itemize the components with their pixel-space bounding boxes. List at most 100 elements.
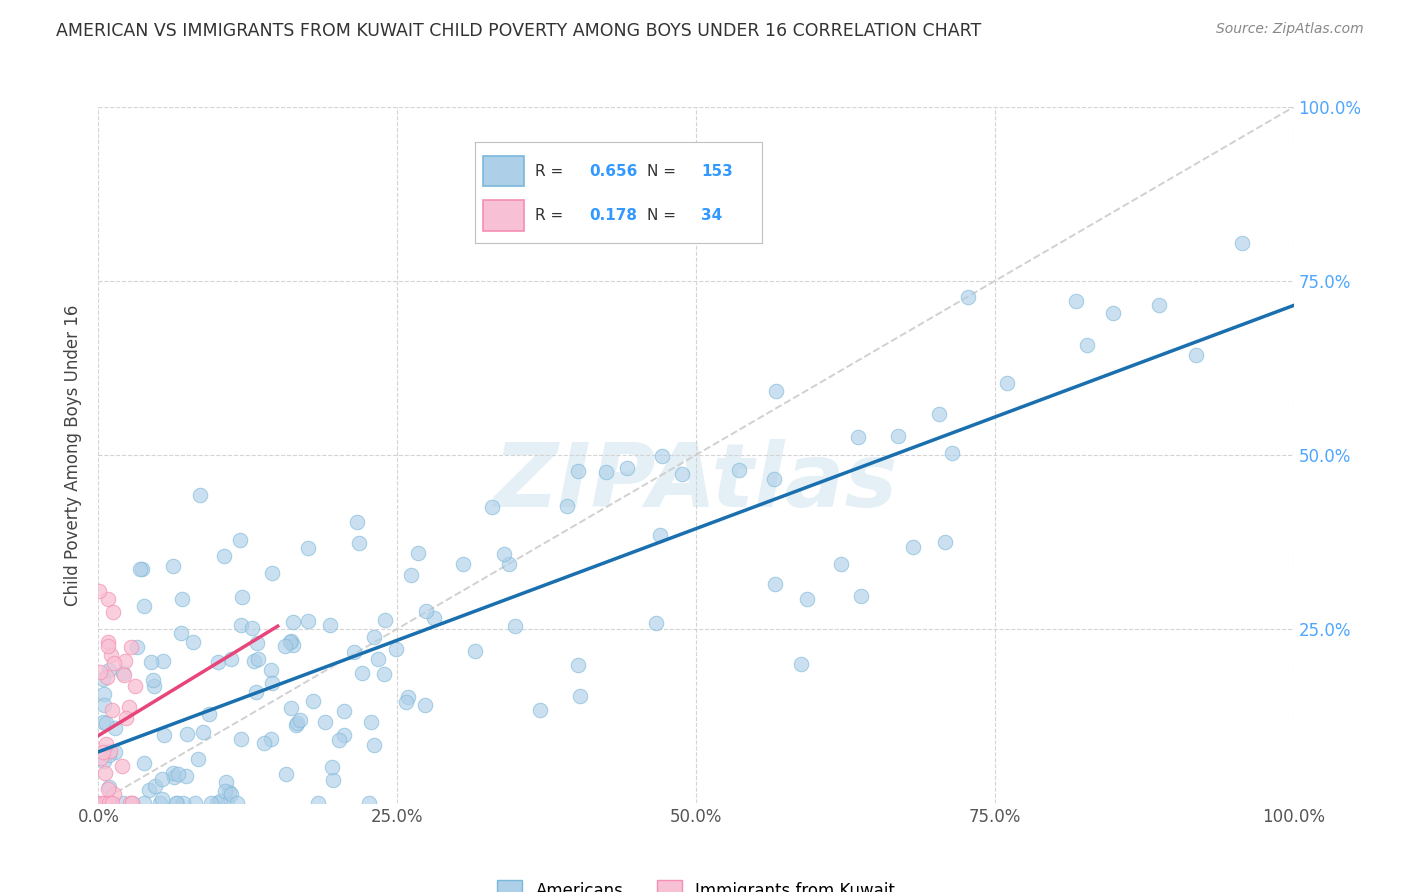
Point [492,548,515,562]
Point [97,639,120,653]
Point [374,613,396,627]
Point [170,591,193,606]
Point [274,767,297,781]
Point [94,715,117,730]
Text: Source: ZipAtlas.com: Source: ZipAtlas.com [1216,22,1364,37]
Point [399,567,422,582]
Point [218,784,240,798]
Point [115,711,138,725]
Point [94,737,117,751]
Point [285,718,308,732]
Point [118,796,141,810]
Point [93,698,115,712]
Point [207,796,229,810]
Point [124,679,146,693]
Y-axis label: Child Poverty Among Boys Under 16: Child Poverty Among Boys Under 16 [65,304,83,606]
Point [150,792,173,806]
Point [648,528,671,542]
Point [322,772,344,787]
Point [111,796,134,810]
Point [941,446,963,460]
Point [1064,293,1087,308]
Point [93,714,115,729]
Point [360,715,382,730]
Point [498,558,520,572]
Point [183,635,205,649]
Point [229,533,252,547]
Point [200,796,222,810]
Point [142,673,165,687]
Point [163,771,186,785]
Point [349,535,371,549]
Point [290,713,312,727]
Point [415,604,437,618]
Point [790,657,813,671]
Point [934,534,956,549]
Point [644,615,666,630]
Point [1076,338,1098,352]
Point [595,465,617,479]
Point [406,546,429,560]
Point [176,726,198,740]
Point [100,648,122,662]
Point [166,796,188,810]
Point [395,694,418,708]
Point [555,499,578,513]
Point [152,654,174,668]
Point [167,766,190,780]
Point [243,654,266,668]
Point [503,619,526,633]
Point [187,752,209,766]
Point [259,663,281,677]
Point [849,589,872,603]
Point [121,796,143,810]
Point [346,515,368,529]
Point [231,590,253,604]
Point [373,666,395,681]
Point [162,559,184,574]
Point [396,690,419,705]
Point [763,472,786,486]
Point [415,698,437,712]
Point [214,549,236,563]
Point [796,592,818,607]
Point [247,652,270,666]
Point [363,630,385,644]
Point [198,706,221,721]
Point [131,561,153,575]
Point [98,780,121,794]
Point [89,665,111,679]
Point [112,668,135,682]
Point [93,754,115,768]
Point [278,635,301,649]
Point [727,463,749,477]
Point [121,796,143,810]
Point [1230,235,1253,250]
Point [103,787,125,801]
Point [98,744,121,758]
Point [101,702,124,716]
Text: AMERICAN VS IMMIGRANTS FROM KUWAIT CHILD POVERTY AMONG BOYS UNDER 16 CORRELATION: AMERICAN VS IMMIGRANTS FROM KUWAIT CHILD… [56,22,981,40]
Point [111,759,134,773]
Point [464,644,486,658]
Point [651,449,673,463]
Point [172,796,194,810]
Point [321,760,343,774]
Point [97,796,120,810]
Point [352,665,374,680]
Point [846,429,869,443]
Point [280,701,302,715]
Point [567,658,589,673]
Point [529,703,551,717]
Point [219,787,242,801]
Point [763,576,786,591]
Point [285,715,308,730]
Point [262,676,284,690]
Point [253,735,276,749]
Point [423,610,446,624]
Point [1149,298,1171,312]
Point [94,796,117,810]
Point [97,591,120,606]
Point [91,796,114,810]
Point [97,796,120,810]
